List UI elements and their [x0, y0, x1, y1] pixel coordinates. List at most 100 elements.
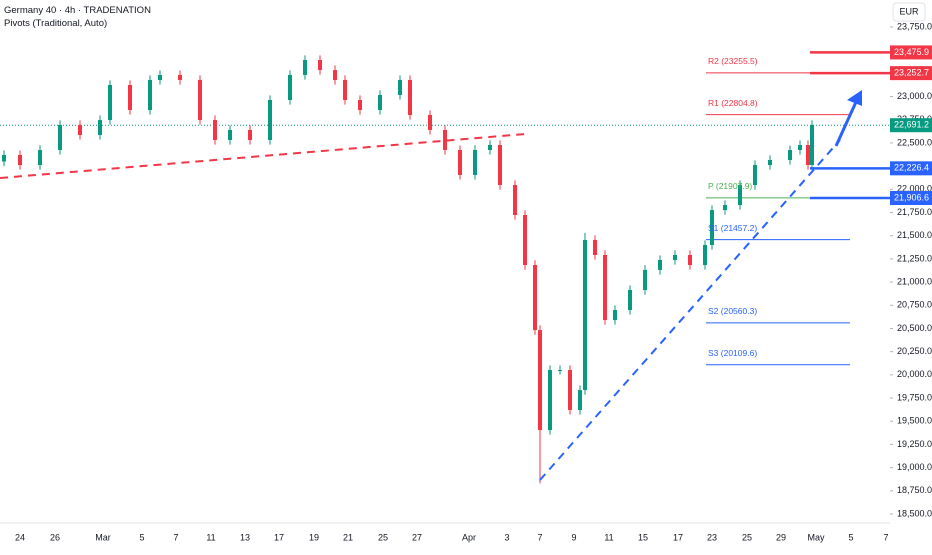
candle-body [458, 150, 462, 175]
candle-body [268, 100, 272, 140]
candle-body [2, 155, 6, 162]
candle-body [710, 210, 714, 245]
level-tag [890, 66, 932, 81]
candle-body [753, 165, 757, 185]
level-tag [890, 190, 932, 205]
candle-body [213, 120, 217, 140]
pivot-label: P (21907.9) [708, 181, 752, 191]
candle-body [98, 120, 102, 135]
y-tick-label: 20,500.0 [897, 323, 932, 333]
candle-body [178, 74, 182, 80]
level-tag [890, 45, 932, 60]
y-tick-label: 22,500.0 [897, 137, 932, 147]
x-tick-label: 3 [504, 532, 509, 542]
candle-body [473, 150, 477, 175]
x-tick-label: Apr [462, 532, 476, 542]
candle-body [358, 100, 362, 111]
candle-body [688, 255, 692, 266]
candle-body [443, 129, 447, 151]
pivot-label: S1 (21457.2) [708, 223, 757, 233]
y-tick-label: 22,000.0 [897, 184, 932, 194]
x-tick-label: 11 [206, 532, 215, 542]
candle-body [643, 269, 647, 290]
candle-body [488, 144, 492, 151]
x-tick-label: 25 [378, 532, 388, 542]
pivot-label: S2 (20560.3) [708, 306, 757, 316]
resistance-trendline [0, 133, 526, 179]
candle-body [628, 289, 632, 311]
x-tick-label: 7 [537, 532, 542, 542]
x-tick-label: 23 [707, 532, 717, 542]
y-tick-label: 20,750.0 [897, 300, 932, 310]
y-tick-label: 23,000.0 [897, 91, 932, 101]
currency[interactable]: EUR [899, 6, 919, 16]
y-tick-label: 19,250.0 [897, 439, 932, 449]
candle-body [703, 244, 707, 266]
y-tick-label: 20,250.0 [897, 346, 932, 356]
pivot-label: R1 (22804.8) [708, 98, 758, 108]
x-tick-label: 26 [50, 532, 60, 542]
level-label: 21,906.6 [894, 192, 929, 202]
candle-body [303, 60, 307, 75]
support-trendline [539, 139, 841, 481]
y-tick-label: 21,000.0 [897, 276, 932, 286]
y-tick-label: 18,750.0 [897, 485, 932, 495]
candle-body [548, 370, 552, 431]
forecast-arrow [834, 90, 862, 147]
candle-body [128, 84, 132, 111]
candle-body [198, 79, 202, 121]
candle-body [408, 79, 412, 116]
currency-box[interactable] [892, 2, 926, 22]
candle-body [578, 390, 582, 411]
candle-body [333, 70, 337, 80]
x-tick-label: 7 [883, 532, 888, 542]
x-tick-label: 7 [173, 532, 178, 542]
candle-body [583, 239, 587, 391]
candle-body [288, 74, 292, 101]
candle-body [603, 255, 607, 321]
x-tick-label: 27 [412, 532, 422, 542]
candle-body [673, 255, 677, 261]
candle-body [158, 74, 162, 80]
x-tick-label: 17 [673, 532, 683, 542]
symbol-title: Germany 40 · 4h · TRADENATION [4, 5, 151, 16]
candle-body [798, 144, 802, 151]
candle-body [108, 84, 112, 121]
y-tick-label: 23,750.0 [897, 21, 932, 31]
x-tick-label: 15 [638, 532, 648, 542]
candle-body [398, 79, 402, 95]
y-tick-label: 19,750.0 [897, 392, 932, 402]
y-tick-label: 19,000.0 [897, 462, 932, 472]
last-price-label: 22,691.2 [894, 120, 929, 130]
x-tick-label: May [807, 532, 825, 542]
pivot-label: S3 (20109.6) [708, 348, 757, 358]
candle-body [38, 150, 42, 166]
candle-body [806, 144, 810, 166]
candle-body [738, 184, 742, 206]
x-tick-label: 5 [848, 532, 853, 542]
candle-body [768, 160, 772, 166]
candle-body [228, 129, 232, 140]
y-tick-label: 21,750.0 [897, 207, 932, 217]
candle-body [558, 370, 562, 372]
candle-body [378, 94, 382, 111]
x-tick-label: Mar [95, 532, 111, 542]
y-tick-label: 20,000.0 [897, 369, 932, 379]
candle-body [593, 239, 597, 256]
x-tick-label: 25 [742, 532, 752, 542]
level-label: 22,226.4 [894, 163, 929, 173]
candle-body [498, 144, 502, 185]
x-tick-label: 19 [309, 532, 319, 542]
indicator-title: Pivots (Traditional, Auto) [4, 18, 107, 29]
x-tick-label: 17 [274, 532, 284, 542]
x-tick-label: 21 [343, 532, 353, 542]
y-tick-label: 21,250.0 [897, 253, 932, 263]
x-tick-label: 13 [240, 532, 250, 542]
candle-body [18, 155, 22, 166]
y-tick-label: 21,500.0 [897, 230, 932, 240]
x-tick-label: 5 [139, 532, 144, 542]
x-tick-label: 29 [776, 532, 786, 542]
candle-body [318, 60, 322, 71]
candle-body [58, 124, 62, 151]
